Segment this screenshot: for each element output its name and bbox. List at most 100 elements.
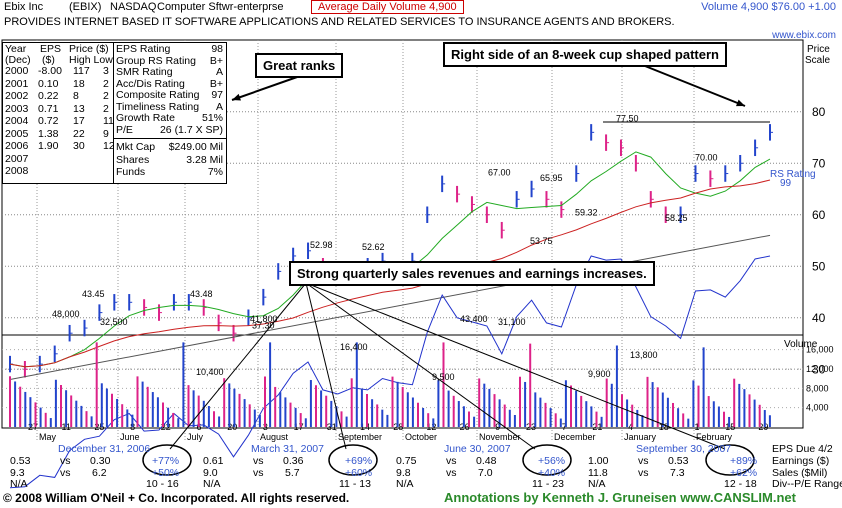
volume-axis-title: Volume [784, 339, 818, 350]
growth-circle [705, 444, 755, 476]
volume-label: 9,500 [432, 372, 455, 382]
ma-short-line [9, 151, 771, 368]
sales-growth: +50% [152, 467, 180, 479]
price-label: 59.32 [575, 207, 598, 217]
sales-current: 9.8 [396, 467, 411, 479]
vs-label: vs [638, 467, 649, 479]
annual-year: 2001 [5, 77, 29, 90]
fundamental-label: Shares [116, 153, 150, 166]
annual-high: 30 [73, 140, 85, 152]
day-tick-label: 4 [628, 422, 633, 432]
day-tick-label: 15 [725, 422, 735, 432]
price-label: 58.25 [665, 213, 688, 223]
eps-growth: +77% [152, 455, 180, 467]
price-label: 52.98 [310, 240, 333, 250]
rating-label: Timeliness Rating [116, 100, 200, 113]
rating-label: EPS Rating [116, 43, 171, 55]
vs-label: vs [60, 455, 71, 467]
annual-eps: 0.22 [38, 90, 59, 102]
annual-year: 2004 [5, 115, 29, 127]
sales-pointer-line [305, 282, 536, 450]
annual-low: 2 [103, 102, 109, 115]
quote: Volume 4,900 $76.00 +1.00 [701, 1, 836, 13]
annual-low: 11 [103, 115, 114, 127]
day-tick-label: 29 [758, 422, 768, 432]
pe-range: 11 - 13 [339, 478, 371, 490]
volume-label: 41,800 [250, 314, 278, 324]
volume-label: 48,000 [52, 309, 80, 319]
annual-low: 2 [103, 90, 109, 102]
ticker: (EBIX) [69, 1, 102, 13]
rating-label: Acc/Dis Rating [116, 77, 185, 90]
annual-year: 2008 [5, 165, 29, 177]
sales-prior: 6.2 [92, 467, 107, 479]
growth-circle [522, 444, 572, 476]
hdr-price: Price ($) [69, 43, 109, 55]
price-tick-label: 60 [812, 208, 826, 222]
fundamental-value: 3.28 Mil [186, 153, 223, 166]
price-tick-label: 30 [812, 362, 826, 376]
eps-current: 0.53 [10, 455, 31, 467]
sales-pointer-line [305, 282, 726, 450]
volume-label: 10,400 [196, 367, 224, 377]
dividend-na: N/A [203, 478, 221, 490]
copyright: © 2008 William O'Neil + Co. Incorporated… [3, 491, 350, 505]
day-tick-label: 22 [161, 422, 171, 432]
rating-label: P/E [116, 123, 133, 136]
vs-label: vs [60, 467, 71, 479]
rating-value: A [215, 66, 223, 78]
sales-pointer-line [169, 282, 307, 450]
rating-value: B+ [209, 77, 223, 90]
earnings-strip: December 31, 2006 0.53 vs 0.30 +77% 9.3 vs 6.2 +… [0, 444, 842, 490]
pe-range: 12 - 18 [724, 478, 757, 490]
sales-growth: +40% [538, 467, 566, 479]
hdr-highlow: High Low [69, 54, 113, 66]
sales-current: 9.0 [203, 467, 218, 479]
month-label: June [120, 432, 140, 442]
sales-growth: +62% [730, 467, 758, 479]
price-label: 53.75 [530, 236, 553, 246]
annual-year: 2000 [5, 65, 29, 77]
day-tick-label: 7 [562, 422, 567, 432]
pe-range: 10 - 16 [146, 478, 179, 490]
annual-high: 18 [73, 77, 85, 90]
hdr-year: Year [5, 43, 27, 55]
eps-growth: +56% [538, 455, 566, 467]
annual-eps: -8.00 [38, 65, 62, 77]
annual-low: 3 [103, 65, 109, 77]
price-tick-label: 70 [812, 156, 826, 170]
month-label: September [338, 432, 382, 442]
annual-year: 2003 [5, 102, 29, 115]
sales-prior: 7.0 [478, 467, 493, 479]
arrow-cup [644, 65, 746, 107]
annual-eps: 1.90 [38, 140, 59, 152]
eps-growth: +89% [730, 455, 758, 467]
month-label: May [39, 432, 57, 442]
rating-label: Group RS Rating [116, 54, 196, 67]
sales-current: 9.3 [10, 467, 25, 479]
fundamental-label: Funds [116, 166, 146, 178]
annual-year: 2002 [5, 90, 29, 102]
industry: Computer Sftwr-enterprse [157, 1, 284, 13]
growth-circle [142, 444, 192, 476]
eps-prior: 0.36 [283, 455, 304, 467]
hdr-eps: EPS [40, 43, 62, 55]
company-name: Ebix Inc [4, 1, 44, 13]
annual-high: 13 [73, 102, 85, 115]
annual-year: 2005 [5, 127, 29, 140]
volume-tick-label: 16,000 [806, 345, 834, 355]
annual-eps: 1.38 [38, 127, 59, 140]
price-label: 70.00 [695, 152, 718, 162]
annual-high: 17 [73, 115, 85, 127]
annual-high: 22 [73, 127, 85, 140]
sales-prior: 7.3 [670, 467, 685, 479]
day-tick-label: 9 [495, 422, 500, 432]
price-tick-label: 50 [812, 259, 826, 273]
annual-year: 2006 [5, 140, 29, 152]
hdr-dec: (Dec) [5, 54, 31, 66]
annual-low: 12 [103, 140, 115, 152]
exchange: NASDAQ [110, 1, 157, 13]
sales-prior: 5.7 [285, 467, 300, 479]
sales-current: 11.8 [588, 467, 608, 479]
rs-rating-label: RS Rating [770, 169, 816, 180]
